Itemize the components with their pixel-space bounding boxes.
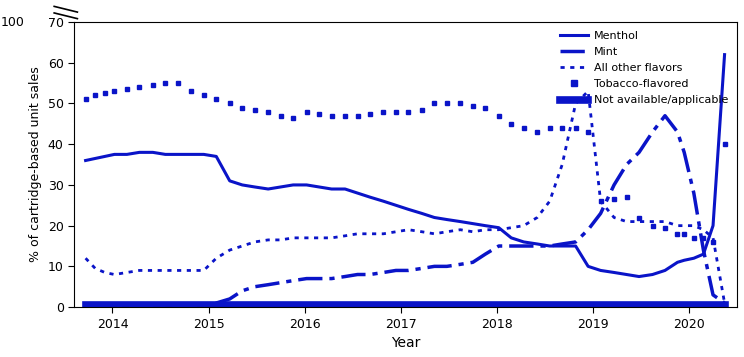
Text: 100: 100 bbox=[1, 16, 25, 29]
X-axis label: Year: Year bbox=[391, 336, 420, 350]
Y-axis label: % of cartridge-based unit sales: % of cartridge-based unit sales bbox=[29, 67, 42, 262]
Legend: Menthol, Mint, All other flavors, Tobacco-flavored, Not available/applicable: Menthol, Mint, All other flavors, Tobacc… bbox=[557, 27, 731, 109]
